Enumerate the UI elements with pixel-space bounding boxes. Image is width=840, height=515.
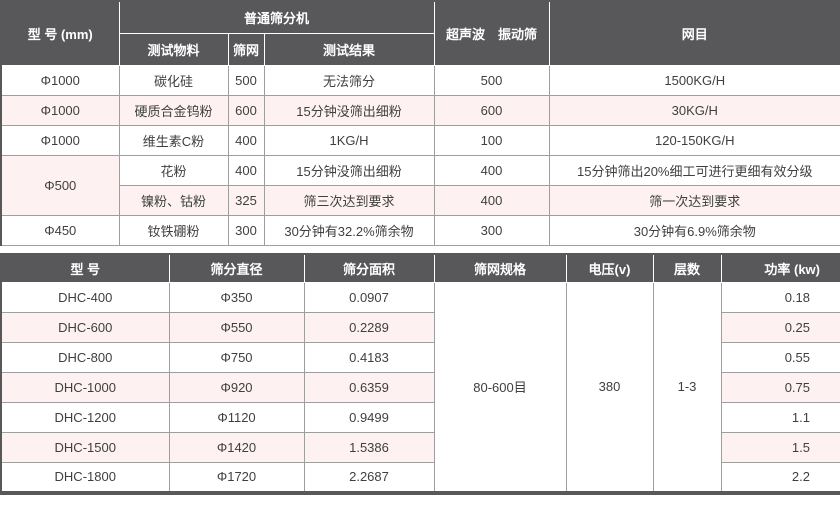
col-header-layers: 层数: [652, 253, 722, 283]
material-cell: 碳化硅: [118, 64, 229, 96]
model-cell: Φ500: [0, 154, 120, 216]
power-cell: 2.2: [720, 462, 840, 493]
table-row: 镍粉、钴粉 325 筛三次达到要求 400 筛一次达到要求: [1, 184, 840, 216]
col-header-mesh-spec: 筛网规格: [433, 253, 567, 283]
table-row: DHC-600 Φ550 0.2289 0.25: [0, 312, 840, 343]
sieve-comparison-table: 型 号 (mm) 普通筛分机 超声波 振动筛 网目 测试物料 筛网 测试结果 Φ…: [0, 0, 840, 246]
material-cell: 钕铁硼粉: [118, 214, 229, 246]
area-cell: 0.2289: [303, 312, 435, 343]
table-row: DHC-400 Φ350 0.0907 80-600目 380 1-3 0.18: [0, 282, 840, 493]
ultrasonic-cell: 400: [433, 154, 550, 186]
area-cell: 0.9499: [303, 402, 435, 433]
col-header-ordinary-sieve-group: 普通筛分机: [118, 0, 435, 34]
model-cell: Φ1000: [0, 64, 120, 96]
mesh-cell: 30KG/H: [548, 94, 840, 126]
screen-cell: 500: [227, 64, 265, 96]
mesh-cell: 1500KG/H: [548, 64, 840, 96]
result-cell: 1KG/H: [263, 124, 435, 156]
result-cell: 筛三次达到要求: [263, 184, 435, 216]
material-cell: 硬质合金钨粉: [118, 94, 229, 126]
diameter-cell: Φ1420: [168, 432, 305, 463]
screen-cell: 300: [227, 214, 265, 246]
model-cell: DHC-600: [0, 312, 170, 343]
model-cell: DHC-1200: [0, 402, 170, 433]
col-header-power: 功率 (kw): [720, 253, 840, 283]
screen-cell: 400: [227, 124, 265, 156]
mesh-spec-cell: 80-600目: [433, 282, 567, 493]
material-cell: 镍粉、钴粉: [118, 184, 229, 216]
col-header-screen: 筛网: [227, 32, 265, 66]
diameter-cell: Φ1720: [168, 462, 305, 493]
area-cell: 1.5386: [303, 432, 435, 463]
power-cell: 0.25: [720, 312, 840, 343]
col-header-sieve-diameter: 筛分直径: [168, 253, 305, 283]
table-row: DHC-1800 Φ1720 2.2687 2.2: [0, 462, 840, 493]
area-cell: 0.0907: [303, 282, 435, 313]
col-header-voltage: 电压(v): [565, 253, 654, 283]
col-header-test-material: 测试物料: [118, 32, 229, 66]
table-row: Φ1000 维生素C粉 400 1KG/H 100 120-150KG/H: [0, 124, 840, 156]
screen-cell: 600: [227, 94, 265, 126]
mesh-cell: 30分钟有6.9%筛余物: [548, 214, 840, 246]
result-cell: 15分钟没筛出细粉: [263, 94, 435, 126]
diameter-cell: Φ1120: [168, 402, 305, 433]
diameter-cell: Φ550: [168, 312, 305, 343]
table-row: Φ450 钕铁硼粉 300 30分钟有32.2%筛余物 300 30分钟有6.9…: [0, 214, 840, 246]
ultrasonic-cell: 100: [433, 124, 550, 156]
power-cell: 0.55: [720, 342, 840, 373]
diameter-cell: Φ750: [168, 342, 305, 373]
dhc-model-spec-table: 型 号 筛分直径 筛分面积 筛网规格 电压(v) 层数 功率 (kw) DHC-…: [0, 252, 840, 495]
mesh-cell: 15分钟筛出20%细工可进行更细有效分级: [548, 154, 840, 186]
model-cell: Φ450: [0, 214, 120, 246]
screen-cell: 325: [227, 184, 265, 216]
col-header-mesh: 网目: [548, 0, 840, 66]
table1-header-row-1: 型 号 (mm) 普通筛分机 超声波 振动筛 网目: [0, 0, 840, 66]
screen-cell: 400: [227, 154, 265, 186]
col-header-test-result: 测试结果: [263, 32, 435, 66]
ultrasonic-cell: 400: [433, 184, 550, 216]
voltage-cell: 380: [565, 282, 654, 493]
material-cell: 花粉: [118, 154, 229, 186]
col-header-ultrasonic-vibrating-sieve: 超声波 振动筛: [433, 0, 550, 66]
model-cell: DHC-400: [0, 282, 170, 313]
table-row: Φ500 花粉 400 15分钟没筛出细粉 400 15分钟筛出20%细工可进行…: [0, 154, 840, 216]
mesh-cell: 120-150KG/H: [548, 124, 840, 156]
table-row: DHC-800 Φ750 0.4183 0.55: [0, 342, 840, 373]
area-cell: 0.6359: [303, 372, 435, 403]
model-cell: DHC-800: [0, 342, 170, 373]
area-cell: 0.4183: [303, 342, 435, 373]
material-cell: 维生素C粉: [118, 124, 229, 156]
power-cell: 1.5: [720, 432, 840, 463]
table-row: DHC-1500 Φ1420 1.5386 1.5: [0, 432, 840, 463]
table-row: Φ1000 碳化硅 500 无法筛分 500 1500KG/H: [0, 64, 840, 96]
power-cell: 0.75: [720, 372, 840, 403]
col-header-sieve-area: 筛分面积: [303, 253, 435, 283]
layers-cell: 1-3: [652, 282, 722, 493]
col-header-model: 型 号: [0, 253, 170, 283]
area-cell: 2.2687: [303, 462, 435, 493]
table-row: DHC-1000 Φ920 0.6359 0.75: [0, 372, 840, 403]
result-cell: 15分钟没筛出细粉: [263, 154, 435, 186]
model-cell: DHC-1000: [0, 372, 170, 403]
result-cell: 无法筛分: [263, 64, 435, 96]
col-header-model-mm: 型 号 (mm): [0, 0, 120, 66]
ultrasonic-cell: 600: [433, 94, 550, 126]
power-cell: 0.18: [720, 282, 840, 313]
model-cell: Φ1000: [0, 124, 120, 156]
model-cell: DHC-1800: [0, 462, 170, 493]
result-cell: 30分钟有32.2%筛余物: [263, 214, 435, 246]
table-row: Φ1000 硬质合金钨粉 600 15分钟没筛出细粉 600 30KG/H: [0, 94, 840, 126]
diameter-cell: Φ350: [168, 282, 305, 313]
power-cell: 1.1: [720, 402, 840, 433]
table1-header-row-2: 测试物料 筛网 测试结果: [1, 32, 840, 66]
mesh-cell: 筛一次达到要求: [548, 184, 840, 216]
ultrasonic-cell: 300: [433, 214, 550, 246]
diameter-cell: Φ920: [168, 372, 305, 403]
model-cell: DHC-1500: [0, 432, 170, 463]
ultrasonic-cell: 500: [433, 64, 550, 96]
table2-header-row: 型 号 筛分直径 筛分面积 筛网规格 电压(v) 层数 功率 (kw): [0, 253, 840, 283]
model-cell: Φ1000: [0, 94, 120, 126]
